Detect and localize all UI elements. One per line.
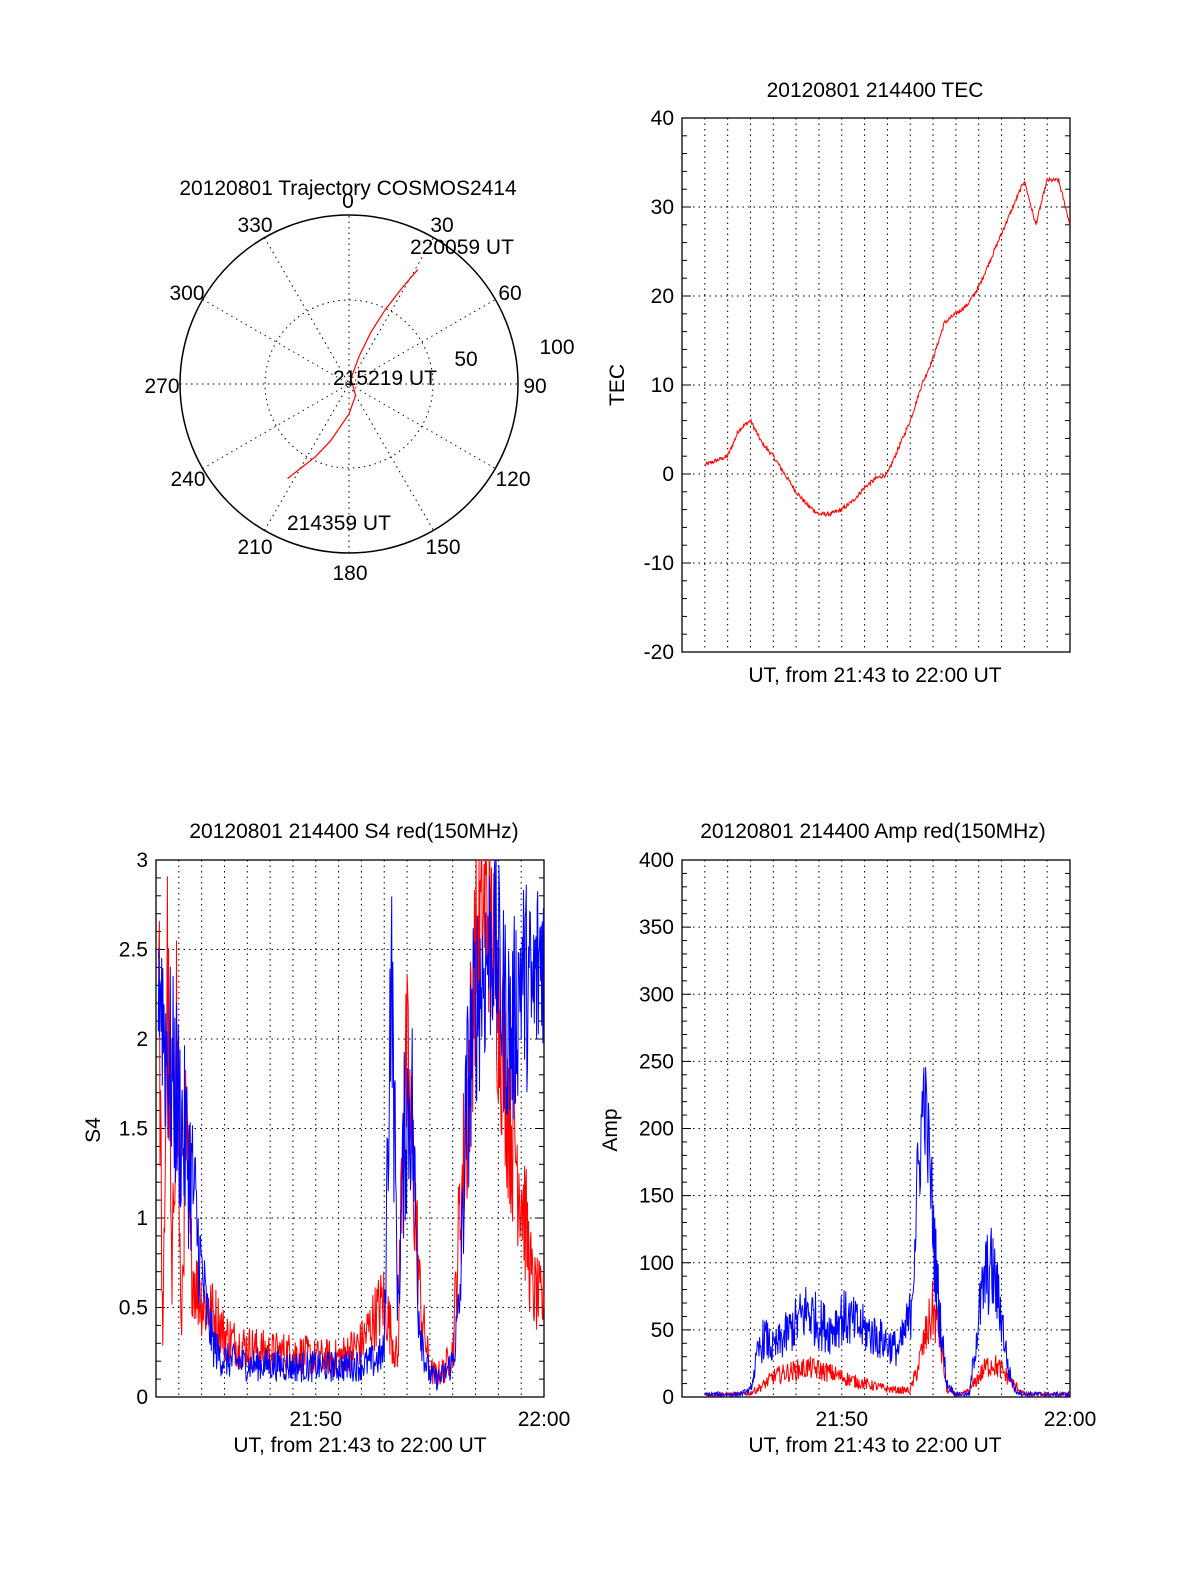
plot-frame xyxy=(681,859,1071,1398)
x-tick-label: 21:50 xyxy=(289,1408,342,1431)
polar-spoke xyxy=(202,299,496,469)
y-tick-label: 10 xyxy=(651,374,674,397)
y-tick-label: 2 xyxy=(136,1028,148,1051)
y-tick-label: 50 xyxy=(651,1319,674,1342)
y-tick-label: 0 xyxy=(662,463,674,486)
y-tick-label: 30 xyxy=(651,196,674,219)
s4-chart: 20120801 214400 S4 red(150MHz) 3 2.5 2 1.5 1… xyxy=(82,820,570,1457)
x-tick-label: 22:00 xyxy=(1044,1408,1097,1431)
trajectory-annotation-end: 220059 UT xyxy=(410,236,514,259)
azimuth-label: 150 xyxy=(425,536,460,559)
azimuth-label: 90 xyxy=(523,375,546,398)
y-tick-label: 350 xyxy=(639,916,674,939)
amp-series xyxy=(704,1067,1071,1399)
tec-y-axis-label: TEC xyxy=(606,364,629,406)
azimuth-label: 330 xyxy=(237,214,272,237)
amp-chart: 20120801 214400 Amp red(150MHz) 400 350 30… xyxy=(599,820,1096,1457)
y-tick-label: 20 xyxy=(651,285,674,308)
s4-series xyxy=(157,859,545,1391)
y-tick-label: 100 xyxy=(639,1252,674,1275)
y-tick-label: 250 xyxy=(639,1050,674,1073)
polar-spoke xyxy=(264,237,434,531)
polar-spoke xyxy=(264,237,434,531)
plot-frame xyxy=(155,859,545,1398)
y-tick-label: 150 xyxy=(639,1185,674,1208)
series-line-blue xyxy=(157,859,545,1391)
tec-chart-title: 20120801 214400 TEC xyxy=(767,79,984,102)
y-tick-label: 0.5 xyxy=(119,1297,148,1320)
y-tick-label: 0 xyxy=(662,1386,674,1409)
polar-spoke xyxy=(202,299,496,469)
azimuth-label: 60 xyxy=(498,282,521,305)
y-tick-label: 40 xyxy=(651,107,674,130)
s4-y-axis-label: S4 xyxy=(82,1117,105,1143)
amp-x-axis-label: UT, from 21:43 to 22:00 UT xyxy=(748,1434,1001,1457)
s4-tick-labels: 3 2.5 2 1.5 1 0.5 0 21:50 22:00 xyxy=(119,849,570,1431)
radial-label: 50 xyxy=(454,348,477,371)
azimuth-label: 180 xyxy=(332,562,367,585)
azimuth-label: 0 xyxy=(342,190,354,213)
azimuth-label: 240 xyxy=(170,468,205,491)
tec-series xyxy=(704,176,1071,518)
y-tick-label: 1 xyxy=(136,1207,148,1230)
trajectory-line xyxy=(287,269,419,479)
series-line-red xyxy=(704,176,1071,518)
y-tick-label: 0 xyxy=(136,1386,148,1409)
azimuth-label: 120 xyxy=(495,468,530,491)
amp-tick-labels: 400 350 300 250 200 150 100 50 0 21:50 22:00 xyxy=(639,849,1096,1431)
azimuth-label: 210 xyxy=(237,536,272,559)
trajectory-annotation-mid: 215219 UT xyxy=(333,367,437,390)
amp-grid xyxy=(681,859,1071,1398)
y-tick-label: 3 xyxy=(136,849,148,872)
x-tick-label: 22:00 xyxy=(518,1408,571,1431)
series-line-blue xyxy=(704,1067,1071,1399)
y-tick-label: 200 xyxy=(639,1118,674,1141)
tec-tick-labels: 40 30 20 10 0 -10 -20 xyxy=(644,107,674,664)
y-tick-label: 2.5 xyxy=(119,939,148,962)
azimuth-label: 30 xyxy=(430,214,453,237)
s4-chart-title: 20120801 214400 S4 red(150MHz) xyxy=(189,820,518,843)
y-tick-label: -10 xyxy=(644,552,674,575)
trajectory-polar-chart: 20120801 Trajectory COSMOS2414 0 30 60 90 12… xyxy=(144,177,574,585)
trajectory-chart-title: 20120801 Trajectory COSMOS2414 xyxy=(179,177,517,200)
y-tick-label: 400 xyxy=(639,849,674,872)
azimuth-label: 300 xyxy=(169,282,204,305)
azimuth-label: 270 xyxy=(144,375,179,398)
s4-x-axis-label: UT, from 21:43 to 22:00 UT xyxy=(233,1434,486,1457)
x-tick-label: 21:50 xyxy=(815,1408,868,1431)
plot-frame xyxy=(681,117,1071,653)
trajectory-series xyxy=(287,269,419,479)
amp-y-axis-label: Amp xyxy=(599,1108,622,1151)
tec-chart: 20120801 214400 TEC 40 30 20 10 0 -10 -20 UT, … xyxy=(606,79,1071,687)
polar-grid xyxy=(179,214,519,554)
tec-x-axis-label: UT, from 21:43 to 22:00 UT xyxy=(748,664,1001,687)
y-tick-label: 300 xyxy=(639,983,674,1006)
radial-label: 100 xyxy=(539,336,574,359)
trajectory-annotation-start: 214359 UT xyxy=(287,512,391,535)
y-tick-label: 1.5 xyxy=(119,1118,148,1141)
y-tick-label: -20 xyxy=(644,641,674,664)
amp-chart-title: 20120801 214400 Amp red(150MHz) xyxy=(700,820,1046,843)
polar-labels: 0 30 60 90 120 150 180 210 240 270 300 330 50 100 xyxy=(144,190,574,585)
tec-grid xyxy=(681,117,1071,653)
